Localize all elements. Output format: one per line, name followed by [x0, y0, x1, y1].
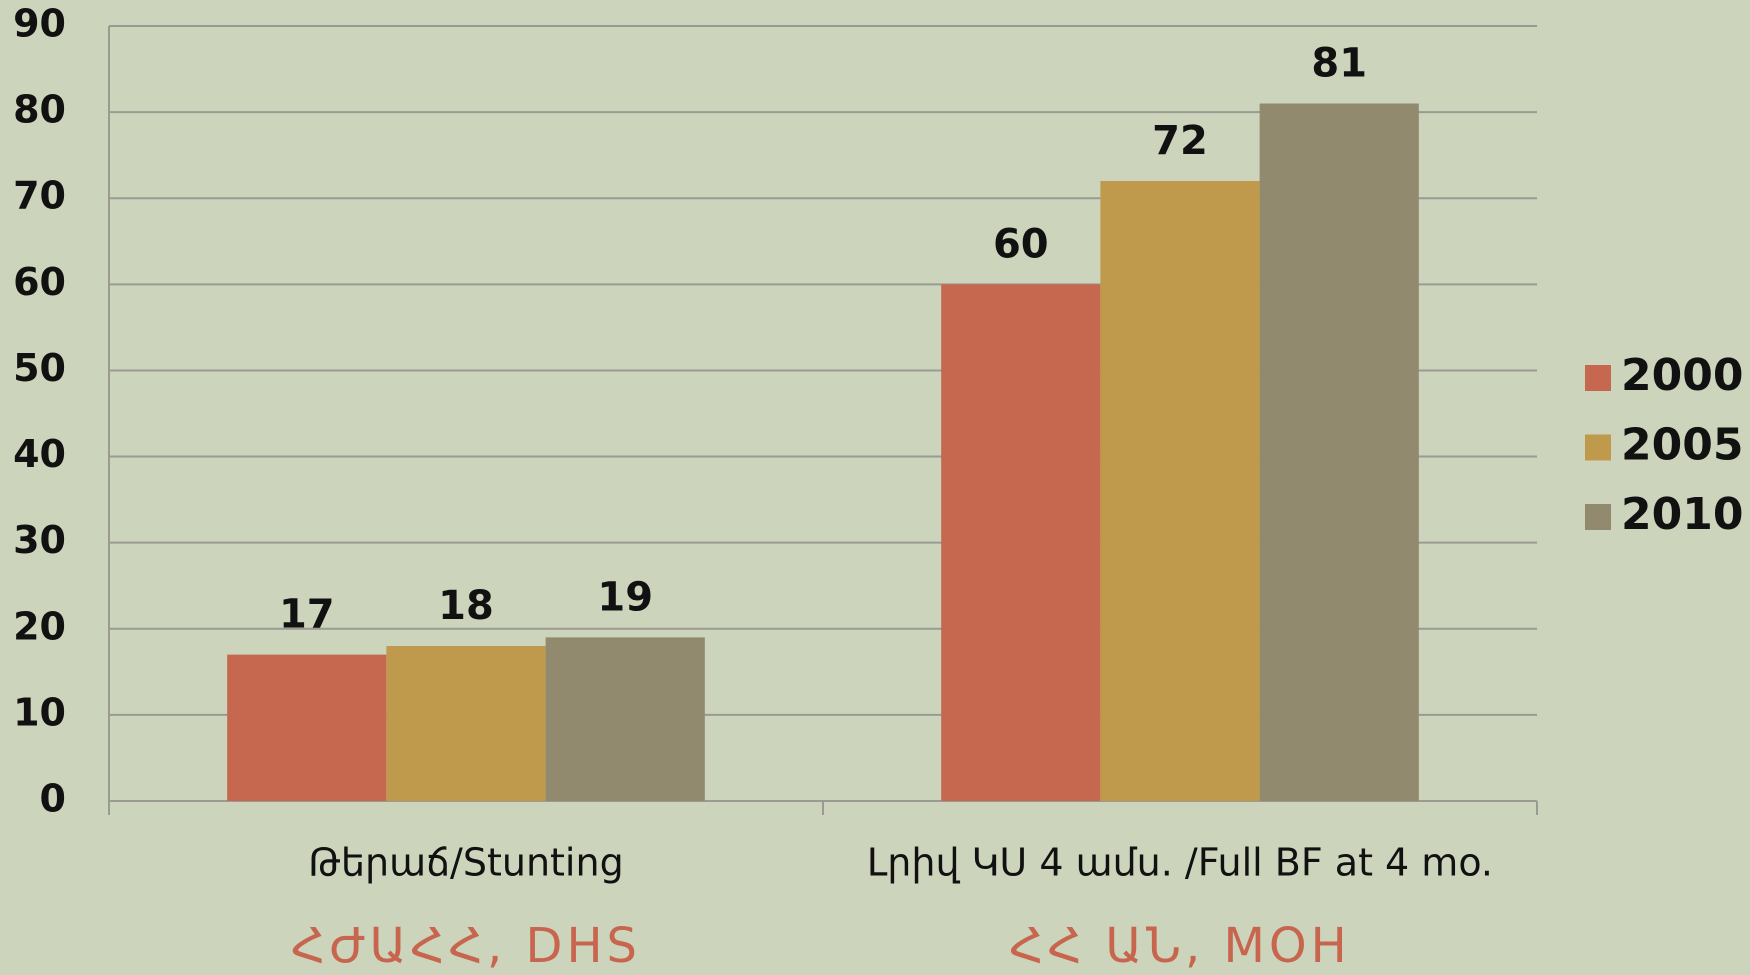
source-label: ՀԺԱՀՀ, DHS [291, 918, 641, 974]
y-tick-label: 0 [40, 777, 66, 821]
y-tick-label: 80 [13, 88, 66, 132]
y-tick-label: 70 [13, 174, 66, 218]
legend-label: 2005 [1621, 420, 1743, 471]
value-label: 17 [279, 592, 335, 638]
value-label: 81 [1311, 41, 1367, 87]
value-label: 18 [438, 583, 494, 629]
value-label: 60 [993, 221, 1049, 267]
bar [386, 646, 546, 801]
legend-label: 2010 [1621, 489, 1743, 540]
y-tick-label: 30 [13, 518, 66, 562]
legend-swatch [1585, 504, 1611, 530]
bar [1259, 103, 1419, 801]
legend-swatch [1585, 365, 1611, 391]
y-tick-label: 60 [13, 260, 66, 304]
bar [545, 637, 705, 801]
legend-swatch [1585, 434, 1611, 461]
legend-label: 2000 [1621, 350, 1743, 401]
y-tick-label: 10 [13, 690, 66, 734]
x-tick-label: Թերաճ/Stunting [308, 841, 623, 885]
y-tick-label: 20 [13, 604, 66, 648]
value-label: 19 [597, 574, 653, 620]
y-tick-label: 50 [13, 346, 66, 390]
x-tick-label: Լրիվ ԿՍ 4 ամս. /Full BF at 4 mo. [867, 841, 1493, 885]
bar [1100, 181, 1260, 801]
bar [227, 654, 387, 801]
source-label: ՀՀ ԱՆ, MOH [1009, 918, 1351, 974]
y-tick-label: 90 [13, 2, 66, 46]
value-label: 72 [1152, 118, 1208, 164]
bar [941, 284, 1101, 801]
y-tick-label: 40 [13, 432, 66, 476]
